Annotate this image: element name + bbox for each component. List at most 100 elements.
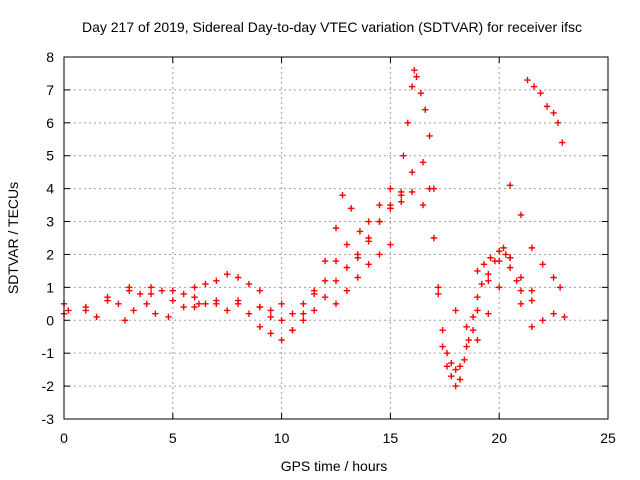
data-point xyxy=(443,363,451,370)
data-point xyxy=(478,280,485,288)
data-point xyxy=(82,303,89,311)
series-arc14 xyxy=(524,76,566,146)
data-point xyxy=(550,310,557,317)
data-point xyxy=(354,274,361,281)
data-point xyxy=(332,257,340,265)
series-arc8 xyxy=(289,188,427,334)
x-tick-label: 5 xyxy=(169,430,177,446)
data-point xyxy=(506,254,514,261)
data-point xyxy=(528,323,536,331)
data-point xyxy=(408,83,416,90)
data-point xyxy=(417,90,425,97)
chart-title: Day 217 of 2019, Sidereal Day-to-day VTE… xyxy=(82,19,582,35)
data-point xyxy=(300,317,307,324)
data-point xyxy=(398,192,405,199)
data-point xyxy=(387,185,394,192)
data-point xyxy=(311,290,318,298)
y-tick-label: 7 xyxy=(46,82,54,98)
x-tick-label: 25 xyxy=(600,430,616,446)
data-point xyxy=(448,373,455,380)
series-arc7 xyxy=(278,168,416,324)
y-tick-labels: -3 -2 -1 0 1 2 3 4 5 6 7 8 xyxy=(42,49,55,427)
y-tick-label: 3 xyxy=(46,214,54,230)
y-tick-label: 1 xyxy=(46,279,54,295)
data-point xyxy=(256,287,264,294)
data-point xyxy=(474,307,481,314)
x-tick-label: 10 xyxy=(274,430,290,446)
data-point xyxy=(234,300,242,308)
data-point xyxy=(278,300,285,308)
data-point xyxy=(387,205,394,212)
data-point xyxy=(500,244,507,252)
data-point xyxy=(267,330,274,337)
data-point xyxy=(463,323,470,331)
data-point xyxy=(550,109,557,117)
data-point xyxy=(321,257,329,265)
y-tick-label: -1 xyxy=(42,345,55,361)
data-point xyxy=(419,159,427,166)
data-point xyxy=(278,336,285,344)
data-point xyxy=(456,363,464,370)
series-arc15 xyxy=(474,247,509,275)
data-point xyxy=(332,300,340,308)
data-point xyxy=(115,300,122,308)
data-point xyxy=(224,271,231,278)
data-point xyxy=(559,139,566,146)
data-point xyxy=(245,310,253,317)
data-point xyxy=(180,290,187,298)
data-point xyxy=(524,76,531,84)
y-tick-label: 6 xyxy=(46,115,54,131)
y-tick-label: -2 xyxy=(42,378,55,394)
data-point xyxy=(426,185,433,192)
data-point xyxy=(430,234,438,242)
data-point xyxy=(311,307,318,314)
series-arc3 xyxy=(65,287,274,321)
data-point xyxy=(517,274,525,281)
data-point xyxy=(528,297,536,304)
data-point xyxy=(278,317,285,324)
data-point xyxy=(485,271,492,278)
data-point xyxy=(158,287,166,294)
data-point xyxy=(439,343,446,350)
data-point xyxy=(561,313,568,321)
data-point xyxy=(332,224,340,232)
data-point xyxy=(202,280,209,288)
series-arc13 xyxy=(506,182,564,291)
data-point xyxy=(191,284,198,291)
y-axis-label: SDTVAR / TECUs xyxy=(5,182,21,294)
data-point xyxy=(365,261,372,268)
data-point xyxy=(513,277,520,284)
y-tick-label: -3 xyxy=(42,411,55,427)
data-point xyxy=(348,205,355,212)
data-point xyxy=(474,294,481,301)
data-point xyxy=(463,343,470,350)
data-point xyxy=(496,247,503,255)
data-point xyxy=(517,211,525,219)
series-arc11 xyxy=(419,159,536,373)
data-point xyxy=(448,359,455,367)
data-point xyxy=(452,382,459,390)
data-point xyxy=(202,300,209,308)
data-point xyxy=(496,284,503,291)
data-point xyxy=(404,119,412,127)
y-tick-label: 2 xyxy=(46,246,54,262)
data-point xyxy=(469,326,477,334)
data-point xyxy=(469,313,477,321)
data-point xyxy=(487,254,494,261)
data-point xyxy=(121,317,129,324)
data-point xyxy=(321,277,329,284)
data-point xyxy=(474,336,481,344)
data-point xyxy=(398,198,405,205)
data-point xyxy=(136,290,144,298)
x-tick-labels: 0 5 10 15 20 25 xyxy=(60,430,616,446)
series-arc1 xyxy=(60,287,274,314)
grid xyxy=(63,56,609,420)
data-point xyxy=(256,303,264,311)
data-point xyxy=(435,290,442,298)
data-point xyxy=(485,277,492,284)
data-point xyxy=(321,294,329,301)
data-point xyxy=(435,284,442,291)
series-arc9 xyxy=(332,241,394,308)
data-point xyxy=(376,201,383,209)
